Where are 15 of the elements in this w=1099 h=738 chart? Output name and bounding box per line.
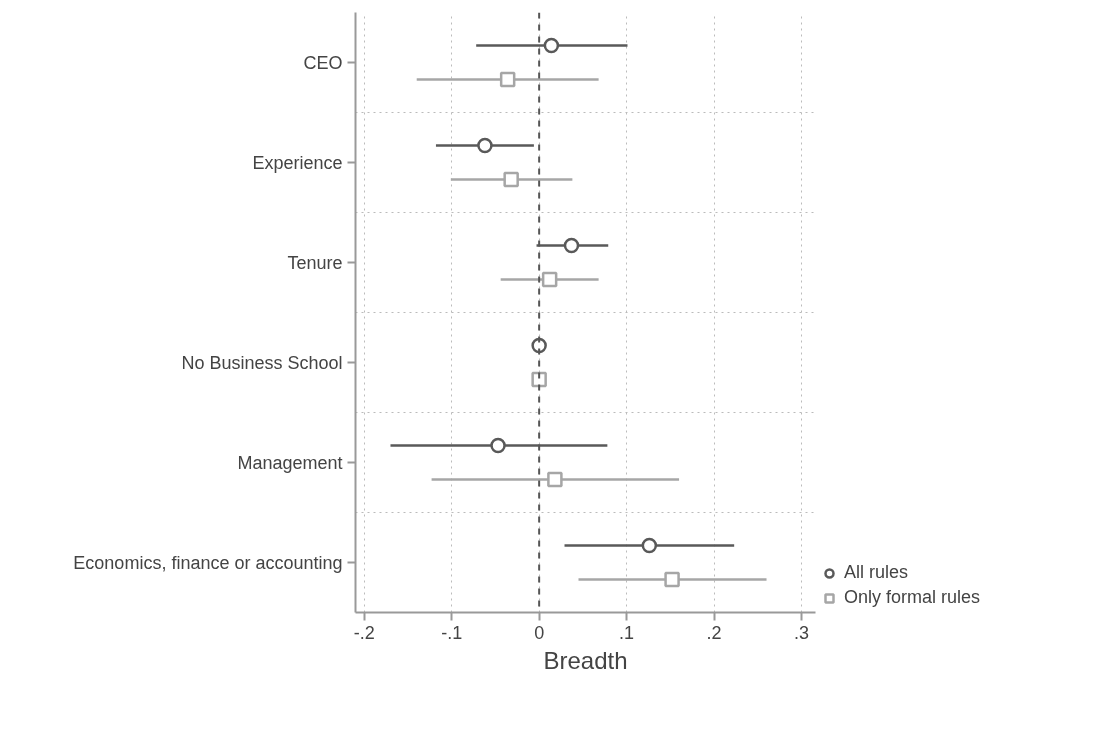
x-tick-label: -.2 bbox=[353, 622, 375, 643]
x-tick-label: .2 bbox=[706, 622, 722, 643]
y-tick-label: CEO bbox=[303, 52, 343, 73]
y-tick-label: Tenure bbox=[287, 252, 343, 273]
legend-label: All rules bbox=[844, 562, 909, 583]
y-tick-label: Experience bbox=[252, 152, 343, 173]
x-tick-label: .3 bbox=[794, 622, 810, 643]
y-tick-label: Management bbox=[237, 452, 343, 473]
x-tick-label: .1 bbox=[619, 622, 635, 643]
y-tick-label: No Business School bbox=[181, 352, 343, 373]
x-axis-title: Breadth bbox=[543, 646, 628, 674]
y-tick-label: Economics, finance or accounting bbox=[73, 552, 343, 573]
x-tick-label: -.1 bbox=[441, 622, 463, 643]
legend-label: Only formal rules bbox=[844, 587, 981, 608]
x-tick-label: 0 bbox=[534, 622, 545, 643]
